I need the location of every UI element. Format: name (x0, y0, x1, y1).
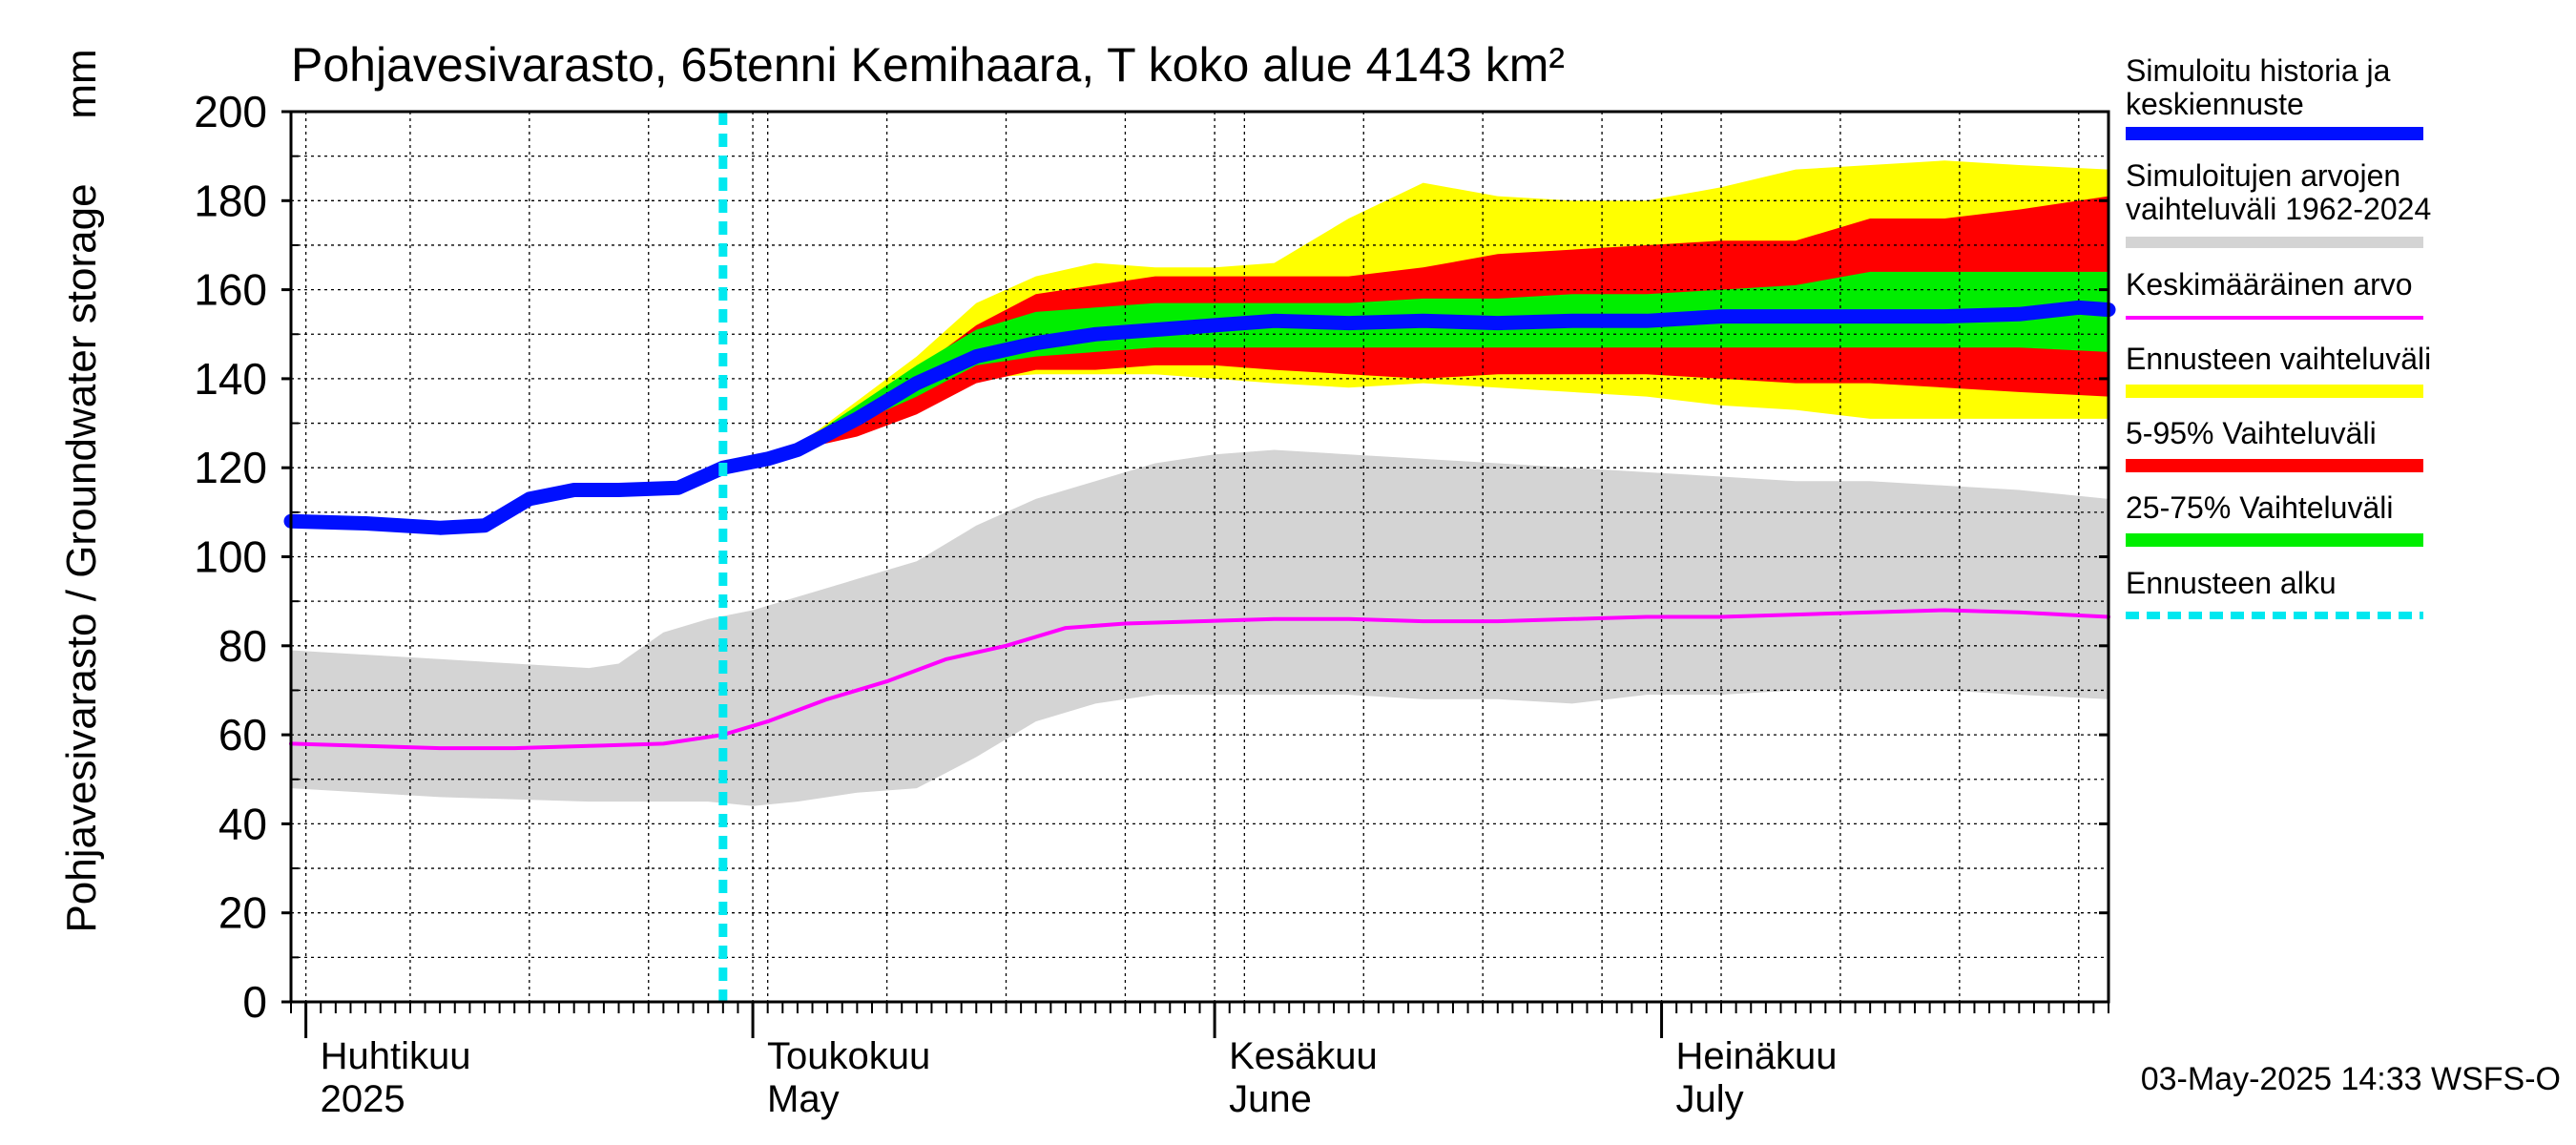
legend-label-25-75-vaihteluv-li: 25-75% Vaihteluväli (2126, 490, 2393, 525)
y-tick-label: 60 (218, 710, 267, 760)
y-tick-label: 0 (242, 977, 267, 1027)
legend-label-ennusteen-vaihteluv-li: Ennusteen vaihteluväli (2126, 342, 2431, 376)
legend-label-simuloitujen-arvojen-vaihteluv-li-1962-2024: vaihteluväli 1962-2024 (2126, 192, 2431, 226)
y-axis-unit: mm (58, 49, 105, 118)
x-month-label-en: July (1676, 1078, 1744, 1120)
legend-label-ennusteen-alku: Ennusteen alku (2126, 566, 2337, 600)
x-month-label-fi: Huhtikuu (321, 1035, 471, 1077)
legend-label-simuloitu-historia-ja-keskiennuste: Simuloitu historia ja (2126, 53, 2391, 88)
footer-timestamp: 03-May-2025 14:33 WSFS-O (2141, 1061, 2561, 1097)
legend-label-keskim-r-inen-arvo: Keskimääräinen arvo (2126, 267, 2413, 302)
x-month-label-fi: Heinäkuu (1676, 1035, 1838, 1077)
x-month-label-en: June (1229, 1078, 1312, 1120)
y-tick-label: 100 (194, 532, 267, 582)
x-month-label-en: May (767, 1078, 840, 1120)
legend-label-5-95-vaihteluv-li: 5-95% Vaihteluväli (2126, 416, 2377, 450)
y-tick-label: 200 (194, 87, 267, 136)
y-tick-label: 160 (194, 265, 267, 315)
y-tick-label: 180 (194, 176, 267, 225)
x-month-label-fi: Toukokuu (767, 1035, 930, 1077)
band-simuloitujen-arvojen-vaihteluv-li-1962-2024 (291, 449, 2109, 806)
line-simuloitu-historia-ja-keskiennuste (283, 300, 2116, 535)
y-axis-label: Pohjavesivarasto / Groundwater storage (58, 183, 105, 932)
chart-title: Pohjavesivarasto, 65tenni Kemihaara, T k… (291, 38, 1565, 92)
y-tick-label: 140 (194, 354, 267, 404)
y-tick-label: 80 (218, 621, 267, 671)
x-month-label-fi: Kesäkuu (1229, 1035, 1378, 1077)
line-keskim-r-inen-arvo (289, 608, 2110, 751)
line-layer (283, 112, 2116, 1002)
y-tick-label: 120 (194, 443, 267, 492)
y-tick-label: 40 (218, 799, 267, 848)
x-month-label-en: 2025 (321, 1078, 405, 1120)
grid-layer (290, 111, 2109, 1003)
y-tick-label: 20 (218, 888, 267, 938)
legend-label-simuloitu-historia-ja-keskiennuste: keskiennuste (2126, 87, 2304, 121)
legend-label-simuloitujen-arvojen-vaihteluv-li-1962-2024: Simuloitujen arvojen (2126, 158, 2400, 193)
